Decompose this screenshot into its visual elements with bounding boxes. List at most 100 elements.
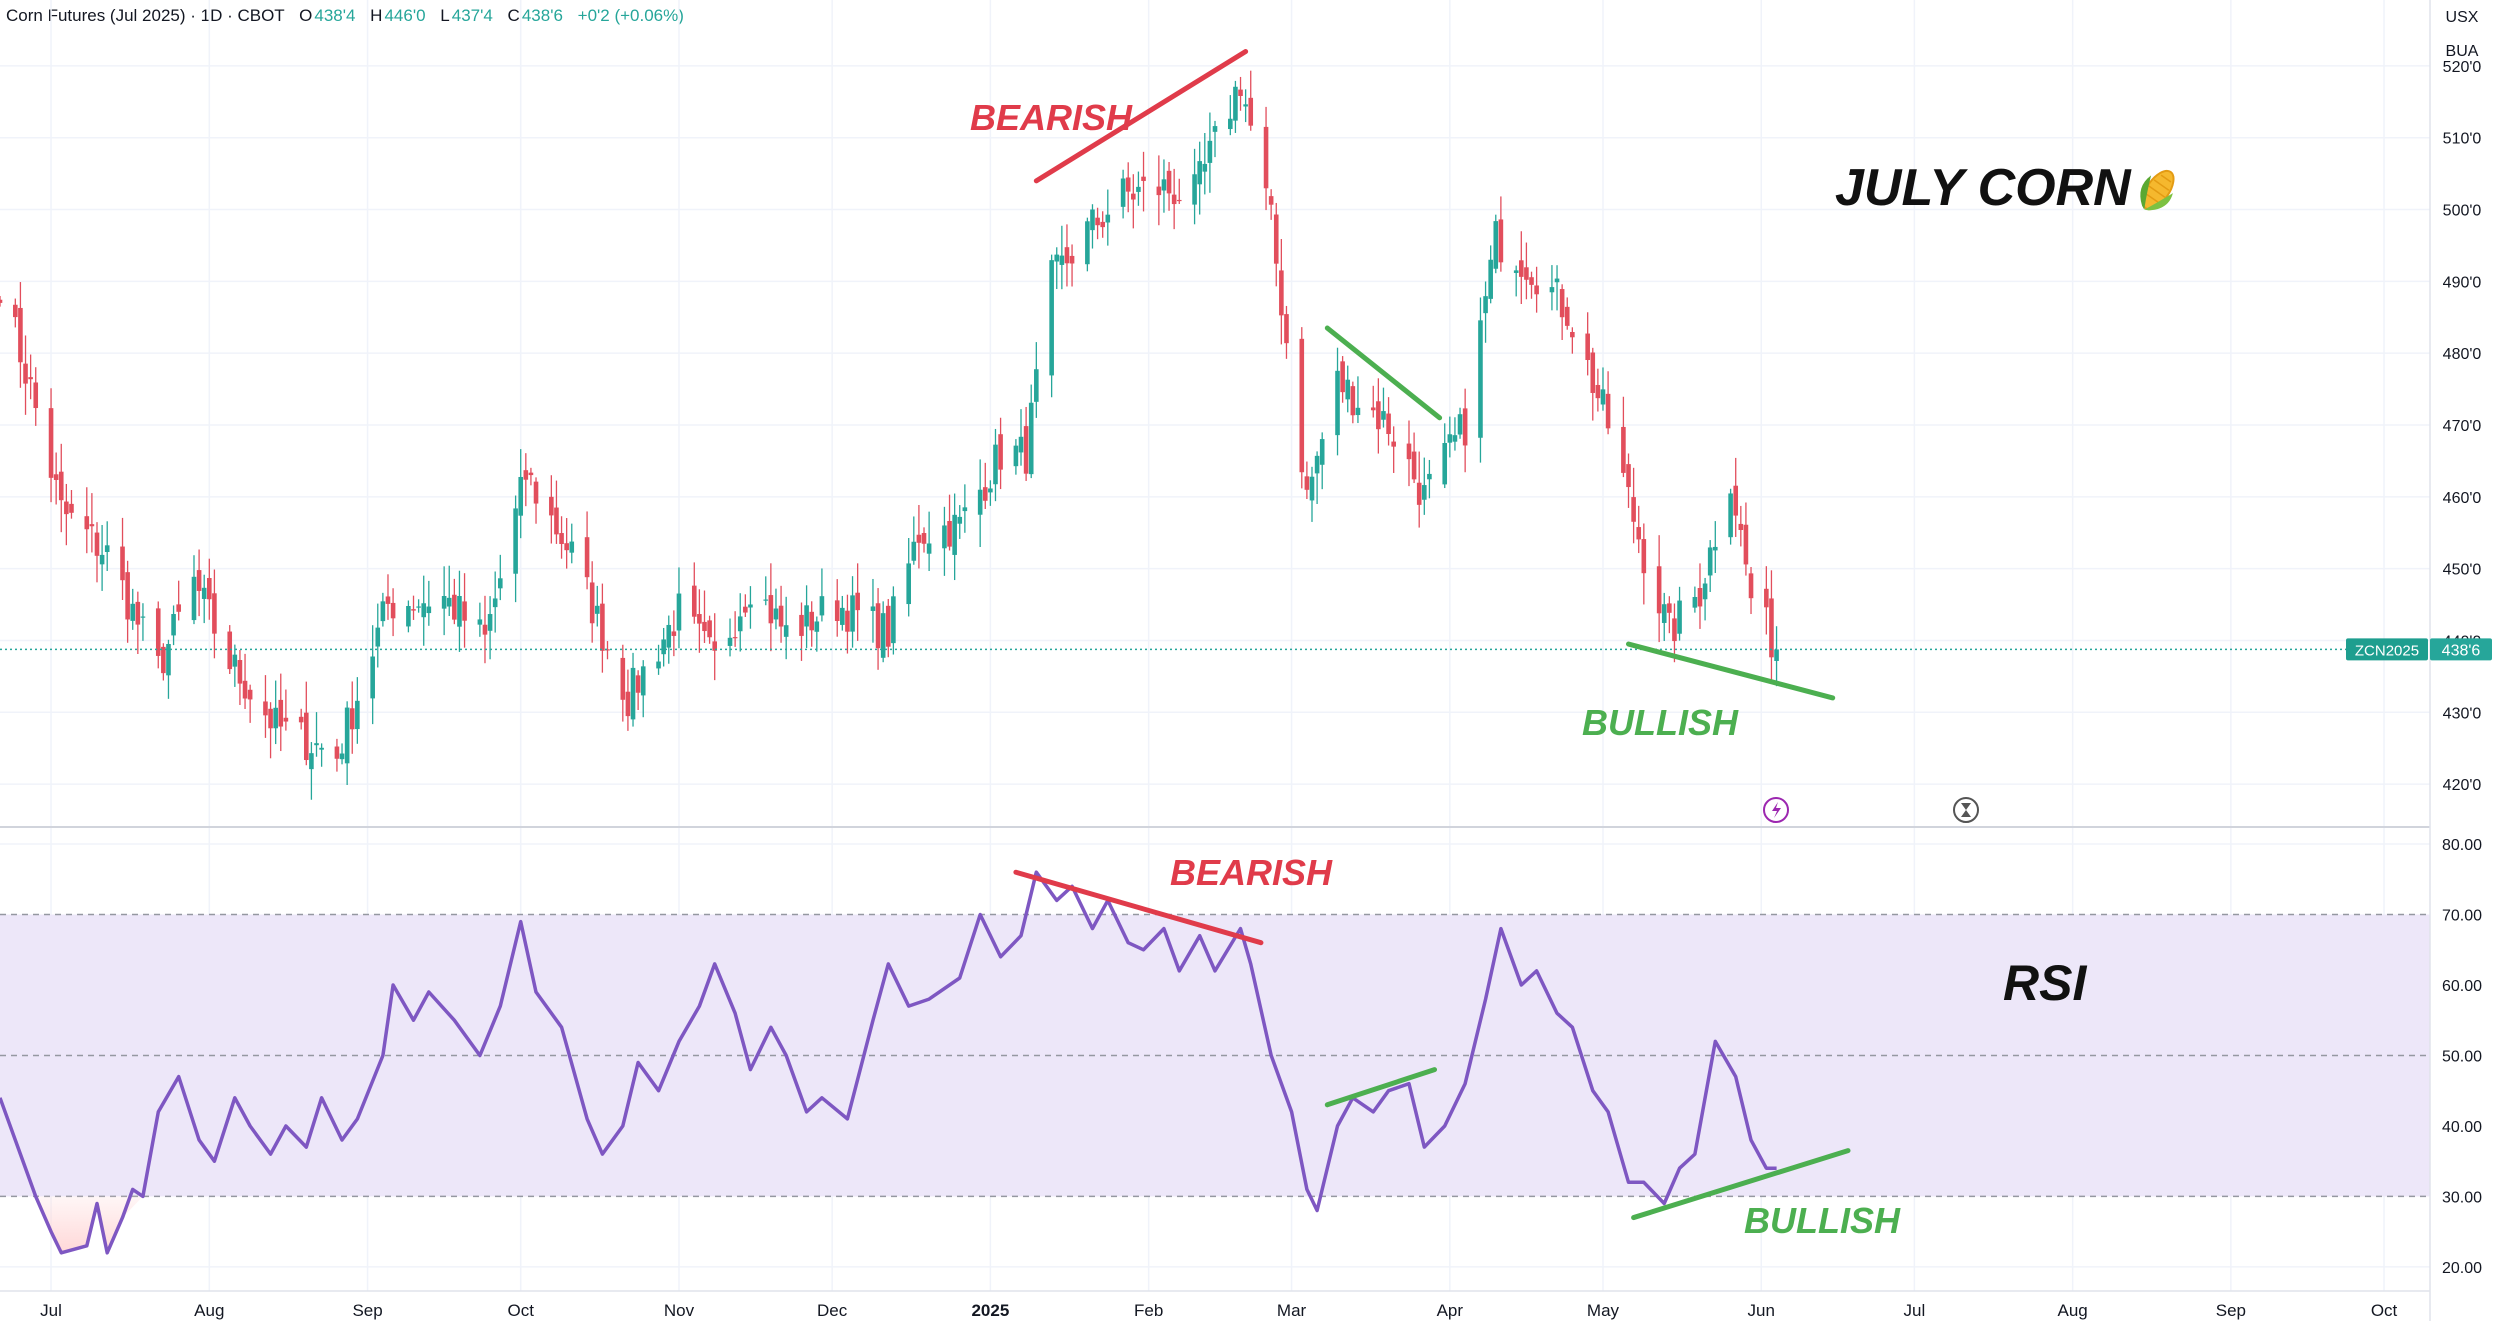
unit-label[interactable]: BUA [2446,43,2479,60]
candle-body [1370,407,1376,411]
candle-body [942,525,947,549]
rsi-trendline[interactable] [1631,1148,1851,1221]
price-trendline[interactable] [1324,325,1443,421]
candle-body [850,595,855,632]
candles [0,70,1779,800]
price-axis[interactable]: 420'0430'0440'0450'0460'0470'0480'0490'0… [2443,59,2482,794]
candle-body [1524,267,1529,280]
price-tick-label: 430'0 [2443,705,2482,722]
price-tick-label: 520'0 [2443,59,2482,76]
candle-body [993,444,998,485]
candle-body [1554,278,1560,283]
candle-body [666,624,672,648]
candle-body [309,753,314,770]
candle-body [518,476,524,516]
candle-body [1340,361,1345,393]
price-bullish-label: BULLISH [1582,702,1739,743]
candle-body [926,543,932,554]
candle-body [1314,455,1320,474]
price-trendline[interactable] [1626,641,1836,701]
price-tick-label: 420'0 [2443,777,2482,794]
candle-body [564,543,569,551]
candle-body [1764,588,1769,608]
symbol-label[interactable]: Corn Futures (Jul 2025) · 1D · CBOT [6,6,285,25]
candle-body [635,675,641,693]
candle-body [952,514,957,555]
candle-body [630,667,636,720]
candle-body [1559,289,1565,318]
candle-body [1590,352,1596,393]
candle-body [104,545,110,552]
candle-body [855,592,860,611]
candle-body [273,707,278,729]
candle-body [237,660,243,684]
rsi-axis[interactable]: 20.00 30.00 40.00 50.00 60.00 70.00 80.00 [2442,837,2482,1277]
price-trendline[interactable] [1033,49,1249,184]
candle-body [977,489,983,515]
candle-body [339,753,345,760]
rsi-levels [0,913,2430,1198]
time-tick-label: Nov [664,1301,695,1320]
candle-body [1656,566,1662,614]
candle-body [523,470,529,480]
candle-body [1457,414,1463,435]
candle-body [120,546,125,581]
candle-body [1636,527,1642,540]
rsi-trendline[interactable] [1013,869,1264,946]
candle-body [768,595,774,624]
hourglass-event-icon[interactable] [1953,797,1979,823]
time-axis[interactable]: Jul Aug Sep Oct Nov Dec 2025 Feb Mar Apr May Jun Jul… [40,1301,2397,1320]
candle-body [1059,255,1065,265]
currency-label[interactable]: USX [2446,9,2479,26]
candle-body [390,602,396,619]
time-tick-label: Sep [2216,1301,2246,1320]
candle-body [94,532,100,556]
price-tag-value: 438'6 [2442,642,2481,659]
candle-body [1728,493,1733,538]
candle-body [605,649,610,651]
candle-body [982,487,988,501]
candle-body [278,699,284,727]
time-tick-label: Sep [352,1301,382,1320]
candle-body [1018,436,1024,453]
rsi-bearish-label: BEARISH [1170,852,1333,893]
low-value: 437'4 [451,6,493,25]
rsi-oversold-fill [35,1196,143,1253]
candle-body [1136,186,1141,192]
price-bearish-label: BEARISH [970,97,1133,138]
candle-body [446,597,452,607]
candle-body [33,382,39,409]
candle-body [1631,497,1636,522]
candle-body [1202,163,1208,172]
candle-body [492,598,498,608]
candle-body [304,712,309,761]
time-tick-label: Mar [1277,1301,1307,1320]
candle-body [1702,583,1708,600]
candle-body [799,614,804,636]
candle-body [1013,445,1019,467]
candle-body [737,616,743,632]
candle-body [125,572,130,620]
lightning-event-icon[interactable] [1763,797,1789,823]
candle-body [196,570,202,591]
candle-body [1171,194,1177,205]
candle-body [283,717,289,722]
candle-body [1478,320,1483,438]
candle-body [1677,600,1682,634]
candle-body [1064,247,1070,264]
candle-body [998,434,1003,470]
rsi-tick-label: 70.00 [2442,908,2482,925]
candle-body [1519,260,1524,277]
candle-body [1564,306,1570,326]
candle-body [1034,369,1039,402]
candle-body [1442,443,1448,485]
candle-body [594,605,600,614]
rsi-trendline[interactable] [1324,1067,1438,1108]
chart-header: Corn Futures (Jul 2025) · 1D · CBOT O 438… [6,6,684,26]
candle-body [600,603,605,651]
candle-body [712,641,718,651]
price-tick-label: 510'0 [2443,131,2482,148]
candle-body [1406,443,1412,460]
candle-body [589,582,595,624]
